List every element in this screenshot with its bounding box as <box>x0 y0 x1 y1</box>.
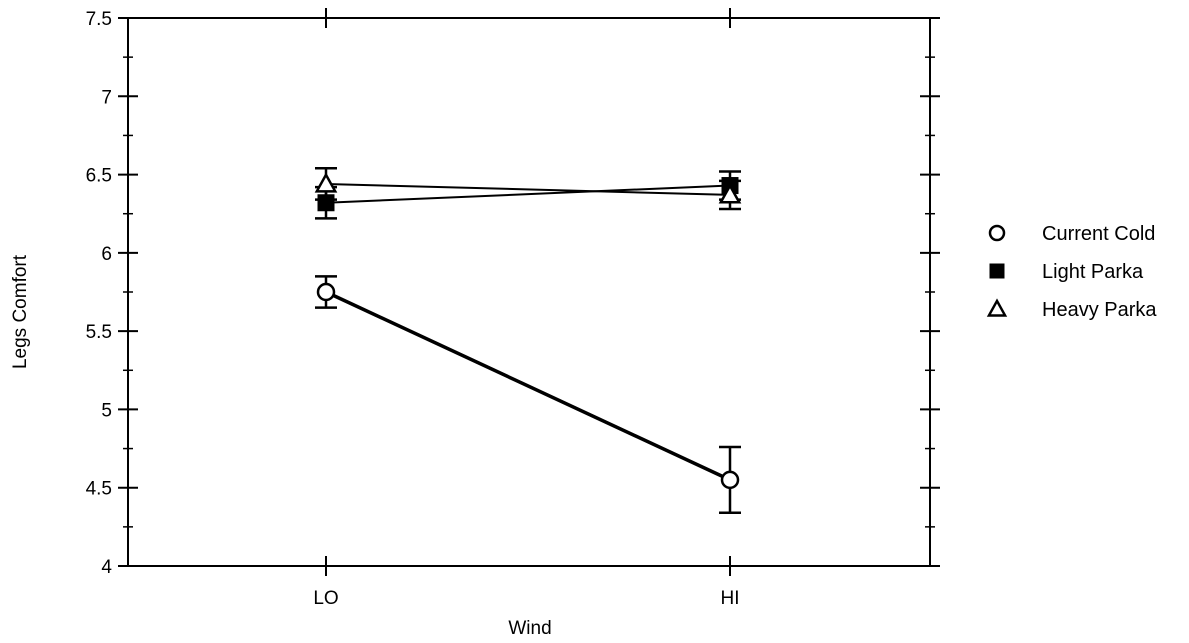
y-tick-label: 5.5 <box>86 322 112 343</box>
series-line-2 <box>325 182 731 196</box>
legend-marker-1 <box>989 263 1005 279</box>
plot-frame <box>127 17 931 567</box>
x-tick-label: LO <box>313 588 338 609</box>
plot-border <box>127 17 931 567</box>
data-point-0-1 <box>720 470 740 490</box>
y-tick-label: 4 <box>101 557 112 578</box>
y-tick-label: 7.5 <box>86 9 112 30</box>
legend-marker-0 <box>988 224 1006 242</box>
x-tick-label: HI <box>721 588 740 609</box>
x-axis-title: Wind <box>508 618 551 639</box>
data-point-2-0 <box>314 172 338 193</box>
legend-marker-2 <box>986 298 1008 317</box>
y-axis-title: Legs Comfort <box>10 254 31 369</box>
y-tick-label: 4.5 <box>86 479 112 500</box>
y-tick-label: 6.5 <box>86 166 112 187</box>
legend-label-0: Current Cold <box>1042 223 1155 245</box>
legend-label-1: Light Parka <box>1042 261 1144 283</box>
data-point-2-1 <box>718 183 742 204</box>
data-point-1-0 <box>317 194 335 212</box>
y-tick-label: 6 <box>101 244 112 265</box>
series-layer <box>314 167 742 515</box>
series-line-0 <box>325 290 731 482</box>
legend: Current Cold Light Parka Heavy Parka <box>986 223 1157 321</box>
x-axis-ticks: LO HI <box>313 8 740 609</box>
legend-label-2: Heavy Parka <box>1042 299 1157 321</box>
y-tick-label: 5 <box>101 400 112 421</box>
y-axis-ticks: 4 4.5 5 5.5 6 6.5 7 7.5 <box>86 9 940 578</box>
y-tick-label: 7 <box>101 87 112 108</box>
data-point-0-0 <box>316 282 336 302</box>
series-line-1 <box>325 184 731 204</box>
